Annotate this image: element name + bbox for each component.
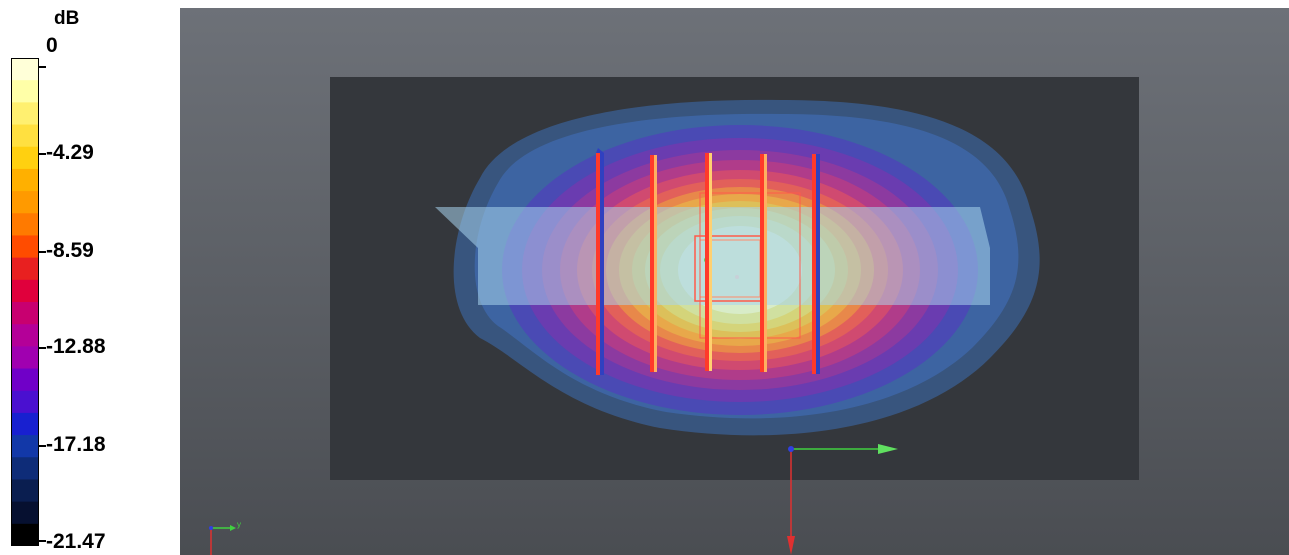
colorbar-segment (11, 346, 39, 370)
colorbar-segment (11, 279, 39, 303)
colorbar-segment (11, 324, 39, 347)
colorbar-tick-mark (38, 251, 46, 253)
colorbar-tick-label-4: -17.18 (46, 433, 106, 456)
colorbar-border (11, 58, 39, 546)
colorbar-legend: dB 0 -4.29 -8.59 -12.88 -17.18 -21.47 (0, 0, 180, 555)
colorbar-tick-mark (38, 153, 46, 155)
vertical-bar (705, 153, 712, 371)
colorbar-segment (11, 235, 39, 259)
colorbar-segment (11, 146, 39, 170)
colorbar-segment (11, 523, 39, 546)
outer-box-outline (699, 192, 801, 339)
colorbar-segment (11, 368, 39, 392)
colorbar-tick-mark (38, 66, 46, 68)
colorbar-segment (11, 58, 39, 81)
colorbar-segment (11, 102, 39, 126)
colorbar-gradient (11, 58, 39, 546)
orientation-y-label: y (237, 520, 241, 529)
colorbar-tick-label-1: -4.29 (46, 141, 94, 164)
vertical-bars (596, 148, 820, 375)
colorbar-segment (11, 457, 39, 481)
vertical-bar (650, 155, 657, 372)
colorbar-segment (11, 435, 39, 458)
colorbar-unit-label: dB (54, 8, 80, 29)
colorbar-tick-mark (38, 347, 46, 349)
colorbar-segment (11, 302, 39, 325)
orientation-axes: y (209, 520, 241, 555)
colorbar-segment (11, 80, 39, 103)
vertical-bar (812, 154, 820, 374)
3d-viewport[interactable]: y (180, 8, 1289, 555)
colorbar-segment (11, 168, 39, 192)
colorbar-segment (11, 124, 39, 148)
colorbar-segment (11, 479, 39, 503)
colorbar-tick-label-2: -8.59 (46, 239, 94, 262)
colorbar-tick-label-0: 0 (46, 34, 58, 57)
colorbar-segment (11, 501, 39, 525)
colorbar-segment (11, 213, 39, 237)
colorbar-segment (11, 257, 39, 281)
vertical-bar (760, 154, 767, 372)
vertical-bar (596, 148, 604, 375)
colorbar-tick-mark (38, 445, 46, 447)
colorbar-tick-label-5: -21.47 (46, 530, 106, 553)
source-point (735, 275, 739, 279)
axis-triad (787, 444, 898, 555)
colorbar-segment (11, 390, 39, 414)
colorbar-segment (11, 412, 39, 436)
colorbar-segment (11, 191, 39, 214)
device-slab (435, 207, 990, 305)
colorbar-tick-label-3: -12.88 (46, 335, 106, 358)
colorbar-tick-mark (38, 540, 46, 542)
